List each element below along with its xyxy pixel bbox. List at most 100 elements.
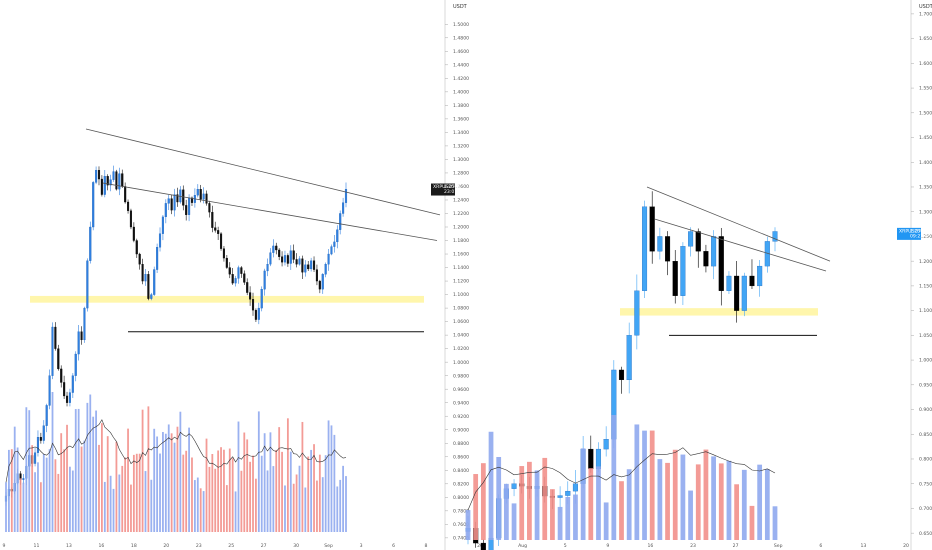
x-tick-label: 8 [425,543,428,549]
candle-body [95,170,98,183]
candle-body [249,292,252,300]
volume-bar [31,445,34,532]
candle-body [214,227,217,231]
candle-body [757,265,763,287]
volume-bar [284,485,286,532]
volume-bar [680,454,686,540]
candle-body [34,452,37,464]
volume-bar [37,462,39,532]
volume-bar [162,432,164,532]
candle-body [672,261,678,296]
volume-bar [153,428,156,532]
volume-bar [16,447,19,532]
x-tick-label: 13 [860,543,866,549]
volume-bar [557,506,563,540]
x-tick-label: 26 [477,543,483,549]
volume-bar [39,482,42,532]
x-tick-label: 16 [647,543,653,549]
x-tick-label: 23 [690,543,696,549]
candle-body [112,171,115,180]
x-tick-label: Aug [518,543,527,549]
volume-bar [286,418,289,532]
candle-body [185,205,188,215]
candle-body [237,267,240,279]
volume-bar [473,474,479,540]
x-tick-label: 6 [819,543,822,549]
volume-bar [66,424,68,532]
volume-bar [121,465,124,532]
volume-bar [150,479,153,532]
volume-bar [159,453,161,532]
volume-bar [199,488,202,532]
candle-body [115,171,118,190]
volume-bar [588,468,594,540]
candle-body [188,197,191,215]
candle-body [68,392,71,403]
volume-bar [179,411,182,532]
x-tick-label: 16 [98,543,104,549]
volume-bar [5,482,7,532]
support-zone [30,295,424,303]
volume-bar [741,469,747,540]
candle-body [208,203,211,213]
volume-bar [304,487,307,532]
volume-bar [109,475,112,532]
volume-bar [688,490,693,540]
x-tick-label: 13 [66,543,72,549]
candle-body [272,245,275,253]
candle-body [205,193,208,204]
volume-bar [144,471,147,532]
candle-body [86,260,89,309]
volume-bar [634,424,640,540]
volume-bar [298,465,301,532]
candle-body [292,250,295,260]
volume-bar [249,461,252,532]
volume-bar [757,464,763,540]
volume-bar [106,436,109,532]
candle-body [161,216,164,234]
volume-bar [580,448,586,540]
volume-bar [214,468,217,532]
candle-body [231,274,234,284]
candle-body [147,274,150,299]
price-tick-label: 1.2000 [919,259,932,265]
candle-body [626,335,632,381]
volume-bar [240,470,243,532]
volume-bar [345,476,347,532]
candle-body [695,231,701,252]
last-price-tag [897,227,921,240]
volume-bar [339,479,342,532]
candle-body [603,439,609,450]
x-tick-label: Sep [774,543,783,549]
last-price-value: 1.2562 [444,184,460,190]
candle-body [109,179,112,186]
candle-body [103,176,106,195]
price-tick-label: 0.9800 [453,373,469,379]
volume-bar [246,439,249,532]
x-tick-label: 20 [903,543,909,549]
volume-bar [54,459,57,532]
volume-bar [191,457,193,532]
volume-bar [480,463,486,540]
volume-bar [603,502,609,540]
price-tick-label: 1.2000 [453,225,469,231]
candle-body [269,252,272,265]
candle-body [83,307,86,341]
candle-body [51,326,54,376]
price-tick-label: 1.3400 [453,130,469,136]
candle-body [283,255,287,263]
candle-body [641,206,648,291]
price-tick-label: 1.2800 [453,171,469,177]
price-tick-label: 0.9200 [453,414,469,420]
volume-bar [503,483,509,540]
candle-body [170,198,173,211]
candle-body [711,236,717,267]
axis-unit-label: USDT [453,4,468,10]
candle-body [127,201,130,211]
volume-bar [307,456,310,532]
price-tick-label: 1.1200 [453,279,469,285]
x-tick-label: 30 [293,543,299,549]
candle-body [330,246,333,255]
